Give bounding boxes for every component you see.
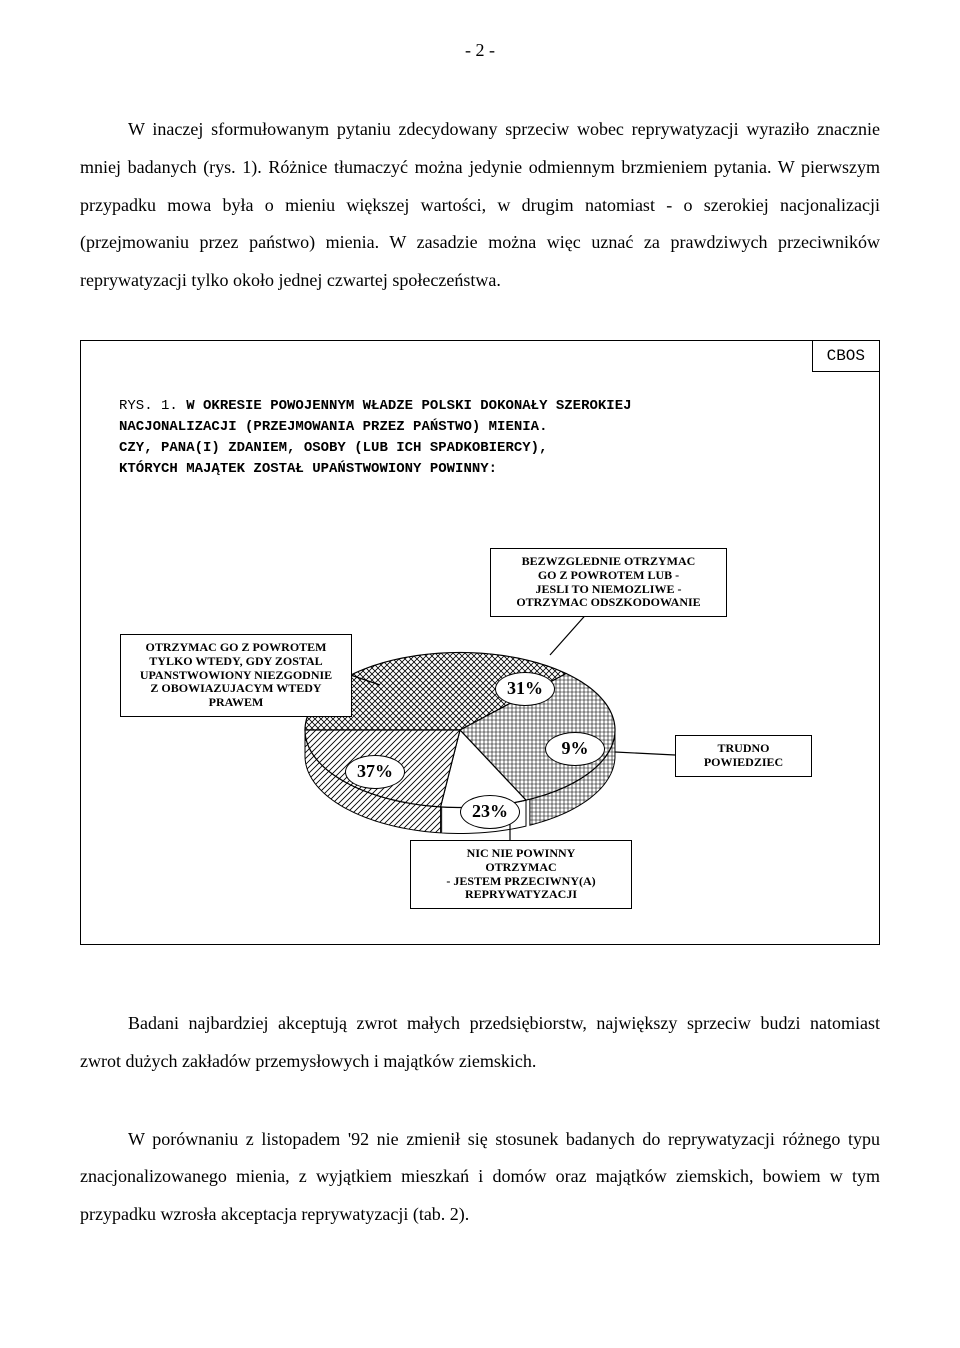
slice-pct-37: 37% xyxy=(345,755,405,789)
paragraph-3: W porównaniu z listopadem '92 nie zmieni… xyxy=(80,1121,880,1234)
paragraph-1: W inaczej sformułowanym pytaniu zdecydow… xyxy=(80,111,880,300)
slice-label-otrzymac-powrotem: OTRZYMAC GO Z POWROTEMTYLKO WTEDY, GDY Z… xyxy=(120,634,352,717)
cbos-tag: CBOS xyxy=(812,340,880,372)
page-number: - 2 - xyxy=(80,40,880,61)
fig-lead: RYS. 1. xyxy=(119,398,186,414)
figure-box: CBOS RYS. 1. W OKRESIE POWOJENNYM WŁADZE… xyxy=(80,340,880,945)
slice-pct-23: 23% xyxy=(460,795,520,829)
pie-chart: OTRZYMAC GO Z POWROTEMTYLKO WTEDY, GDY Z… xyxy=(120,500,840,920)
slice-label-bezwzglednie: BEZWZGLEDNIE OTRZYMACGO Z POWROTEM LUB -… xyxy=(490,548,727,617)
fig-line1: W OKRESIE POWOJENNYM WŁADZE POLSKI DOKON… xyxy=(186,398,631,414)
figure-caption: RYS. 1. W OKRESIE POWOJENNYM WŁADZE POLS… xyxy=(119,375,861,480)
slice-label-trudno: TRUDNOPOWIEDZIEC xyxy=(675,735,812,777)
slice-pct-9: 9% xyxy=(545,732,605,766)
slice-pct-31: 31% xyxy=(495,672,555,706)
fig-line3: CZY, PANA(I) ZDANIEM, OSOBY (LUB ICH SPA… xyxy=(119,440,547,456)
slice-label-nic: NIC NIE POWINNYOTRZYMAC- JESTEM PRZECIWN… xyxy=(410,840,632,909)
paragraph-2: Badani najbardziej akceptują zwrot małyc… xyxy=(80,1005,880,1081)
fig-line4: KTÓRYCH MAJĄTEK ZOSTAŁ UPAŃSTWOWIONY POW… xyxy=(119,461,497,477)
fig-line2: NACJONALIZACJI (PRZEJMOWANIA PRZEZ PAŃST… xyxy=(119,419,547,435)
